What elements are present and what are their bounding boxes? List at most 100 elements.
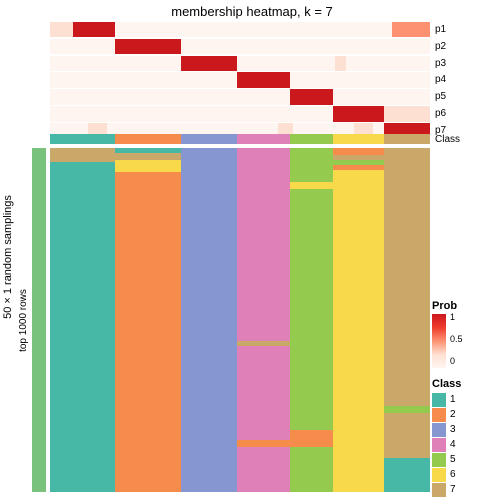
heatmap-column	[50, 148, 115, 492]
class-legend-label: 2	[450, 409, 456, 420]
heatmap-cell	[50, 162, 115, 492]
heatmap-column	[237, 148, 290, 492]
class-cell	[115, 134, 180, 144]
class-legend-item: 2	[432, 407, 461, 422]
prob-row	[50, 106, 430, 121]
class-legend-label: 3	[450, 424, 456, 435]
class-cell	[237, 134, 290, 144]
chart-title: membership heatmap, k = 7	[0, 4, 504, 19]
heatmap-cell	[237, 440, 290, 447]
left-block-upper	[32, 22, 46, 144]
prob-cell	[50, 56, 181, 71]
heatmap-cell	[237, 148, 290, 341]
class-legend-item: 3	[432, 422, 461, 437]
class-legend-item: 4	[432, 437, 461, 452]
prob-cell	[115, 39, 180, 54]
heatmap-column	[115, 148, 180, 492]
prob-cell	[73, 22, 116, 37]
prob-cell	[346, 56, 430, 71]
class-legend: Class 1 2 3 4 5 6 7	[432, 378, 461, 497]
class-legend-label: 6	[450, 469, 456, 480]
class-legend-label: 1	[450, 394, 456, 405]
left-outer-label-region: 50 × 1 random samplings	[2, 22, 14, 492]
heatmap-cell	[290, 430, 333, 447]
prob-cell	[50, 106, 333, 121]
class-cell	[181, 134, 237, 144]
class-legend-item: 7	[432, 482, 461, 497]
prob-row-label: p2	[435, 41, 446, 52]
class-cell	[50, 134, 115, 144]
prob-row	[50, 89, 430, 104]
prob-legend-title: Prob	[432, 300, 457, 312]
heatmap-cell	[290, 182, 333, 189]
prob-gradient: 10.50	[432, 314, 446, 368]
prob-cell	[237, 72, 290, 87]
prob-row	[50, 22, 430, 37]
heatmap-cell	[333, 170, 384, 492]
heatmap-cell	[181, 148, 237, 492]
left-inner-label: top 1000 rows	[18, 289, 29, 352]
heatmap-cell	[115, 172, 180, 492]
class-legend-item: 6	[432, 467, 461, 482]
prob-cell	[115, 22, 392, 37]
heatmap-cell	[384, 413, 430, 458]
heatmap-cell	[237, 346, 290, 441]
prob-row-label: p4	[435, 74, 446, 85]
prob-row-label: p1	[435, 24, 446, 35]
heatmap-column	[333, 148, 384, 492]
heatmap-plot	[50, 22, 430, 492]
heatmap-cell	[384, 148, 430, 406]
class-row	[50, 134, 430, 144]
prob-rows	[50, 22, 430, 130]
heatmap-cell	[333, 148, 384, 155]
prob-cell	[50, 89, 290, 104]
class-legend-items: 1 2 3 4 5 6 7	[432, 392, 461, 497]
class-swatch	[432, 453, 446, 467]
class-cell	[290, 134, 333, 144]
prob-cell	[181, 56, 237, 71]
heatmap-column	[181, 148, 237, 492]
prob-row	[50, 72, 430, 87]
prob-cell	[290, 89, 333, 104]
main-heatmap	[50, 148, 430, 492]
class-swatch	[432, 438, 446, 452]
prob-row	[50, 56, 430, 71]
left-block-lower	[32, 148, 46, 492]
heatmap-cell	[115, 160, 180, 172]
prob-cell	[392, 22, 430, 37]
prob-tick-label: 1	[450, 312, 455, 322]
heatmap-cell	[290, 189, 333, 430]
prob-cell	[333, 89, 430, 104]
class-legend-label: 5	[450, 454, 456, 465]
prob-cell	[333, 106, 384, 121]
class-legend-title: Class	[432, 378, 461, 390]
prob-tick-label: 0	[450, 356, 455, 366]
class-swatch	[432, 393, 446, 407]
class-swatch	[432, 408, 446, 422]
class-legend-label: 7	[450, 484, 456, 495]
prob-row-label: p5	[435, 91, 446, 102]
class-cell	[333, 134, 384, 144]
prob-cell	[384, 106, 430, 121]
class-legend-label: 4	[450, 439, 456, 450]
class-swatch	[432, 468, 446, 482]
prob-row	[50, 39, 430, 54]
heatmap-cell	[115, 153, 180, 160]
prob-cell	[335, 56, 346, 71]
prob-cell	[50, 72, 237, 87]
prob-tick-label: 0.5	[450, 334, 463, 344]
prob-cell	[181, 39, 430, 54]
heatmap-cell	[237, 447, 290, 492]
class-swatch	[432, 483, 446, 497]
prob-legend: Prob 10.50	[432, 300, 457, 368]
prob-cell	[237, 56, 335, 71]
left-outer-label: 50 × 1 random samplings	[2, 195, 14, 319]
class-legend-item: 1	[432, 392, 461, 407]
class-swatch	[432, 423, 446, 437]
prob-row-label: p6	[435, 108, 446, 119]
heatmap-cell	[290, 148, 333, 182]
prob-cell	[50, 39, 115, 54]
class-legend-item: 5	[432, 452, 461, 467]
heatmap-cell	[384, 458, 430, 492]
heatmap-column	[384, 148, 430, 492]
